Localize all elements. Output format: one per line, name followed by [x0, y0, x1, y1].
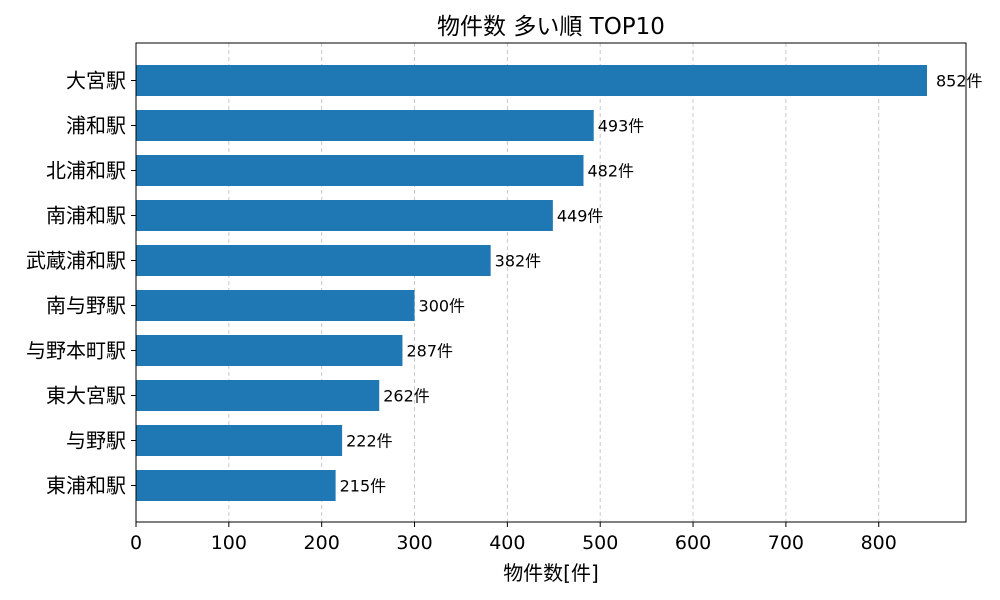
- category-label: 北浦和駅: [46, 159, 126, 183]
- bars: [136, 65, 928, 501]
- data-label: 215件: [340, 477, 387, 496]
- bar: [136, 200, 553, 231]
- x-axis-label: 物件数[件]: [503, 561, 599, 585]
- bar: [136, 155, 584, 186]
- x-axis-ticks: 0 100 200 300 400 500 600 700 800: [130, 522, 897, 554]
- data-labels: 852件 493件 482件 449件 382件 300件 287件 262件 222件 215件: [340, 72, 983, 496]
- data-label: 262件: [383, 387, 430, 406]
- category-label: 東大宮駅: [46, 384, 126, 408]
- data-label: 449件: [557, 207, 604, 226]
- bar: [136, 380, 380, 411]
- data-label: 852件: [936, 72, 983, 91]
- data-label: 493件: [598, 117, 645, 136]
- category-label: 南浦和駅: [46, 204, 126, 228]
- category-label: 東浦和駅: [46, 474, 126, 498]
- plot-area: [135, 42, 967, 523]
- category-label: 武蔵浦和駅: [26, 249, 126, 273]
- x-tick-label: 200: [304, 532, 340, 554]
- x-tick-label: 400: [489, 532, 525, 554]
- bar: [136, 425, 343, 456]
- bar: [136, 245, 491, 276]
- bar: [136, 470, 336, 501]
- data-label: 482件: [587, 162, 634, 181]
- bar: [136, 110, 594, 141]
- x-tick-label: 300: [396, 532, 432, 554]
- x-tick-label: 700: [768, 532, 804, 554]
- x-tick-label: 800: [861, 532, 897, 554]
- data-label: 222件: [346, 432, 393, 451]
- x-tick-label: 100: [211, 532, 247, 554]
- category-label: 与野駅: [66, 429, 126, 453]
- data-label: 287件: [406, 342, 453, 361]
- x-tick-label: 500: [582, 532, 618, 554]
- data-label: 382件: [495, 252, 542, 271]
- bar: [136, 335, 403, 366]
- bar: [136, 65, 928, 96]
- data-label: 300件: [419, 297, 466, 316]
- category-label: 与野本町駅: [26, 339, 126, 363]
- x-tick-label: 0: [130, 532, 142, 554]
- category-label: 浦和駅: [66, 114, 126, 138]
- chart-title: 物件数 多い順 TOP10: [437, 14, 665, 40]
- category-label: 南与野駅: [46, 294, 126, 318]
- bar: [136, 290, 415, 321]
- x-tick-label: 600: [675, 532, 711, 554]
- category-label: 大宮駅: [66, 69, 126, 93]
